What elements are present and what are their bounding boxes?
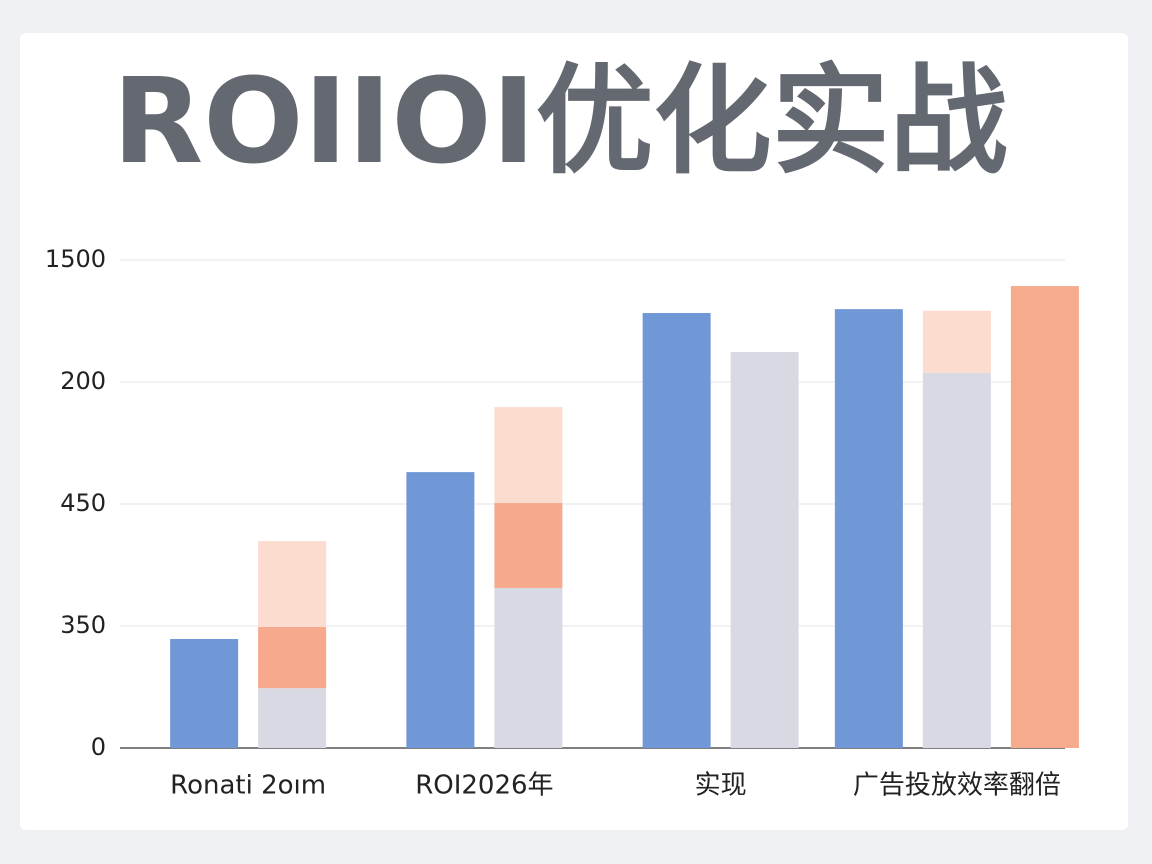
bar bbox=[170, 639, 239, 748]
bar bbox=[258, 626, 327, 689]
bar bbox=[494, 407, 563, 504]
bar bbox=[730, 352, 799, 748]
x-tick-label: 广告投放效率翻倍 bbox=[853, 771, 1061, 801]
bar bbox=[406, 472, 475, 748]
y-tick-label: 1500 bbox=[45, 245, 106, 273]
bar bbox=[494, 587, 563, 748]
bar bbox=[258, 541, 327, 627]
x-tick-label: 实现 bbox=[695, 771, 747, 801]
x-tick-label: Ronati 2oım bbox=[170, 771, 326, 801]
bar bbox=[1010, 286, 1079, 748]
y-tick-label: 0 bbox=[91, 733, 106, 761]
bar bbox=[834, 309, 903, 748]
bar bbox=[494, 503, 563, 588]
y-tick-label: 450 bbox=[60, 489, 106, 517]
y-tick-label: 350 bbox=[60, 611, 106, 639]
chart-title: ROIIOI优化实战 bbox=[112, 52, 1007, 190]
bar bbox=[258, 688, 327, 748]
bar bbox=[642, 313, 711, 748]
bar bbox=[922, 372, 991, 748]
bar bbox=[922, 310, 991, 373]
x-tick-label: ROI2026年 bbox=[415, 771, 553, 801]
y-tick-label: 200 bbox=[60, 367, 106, 395]
